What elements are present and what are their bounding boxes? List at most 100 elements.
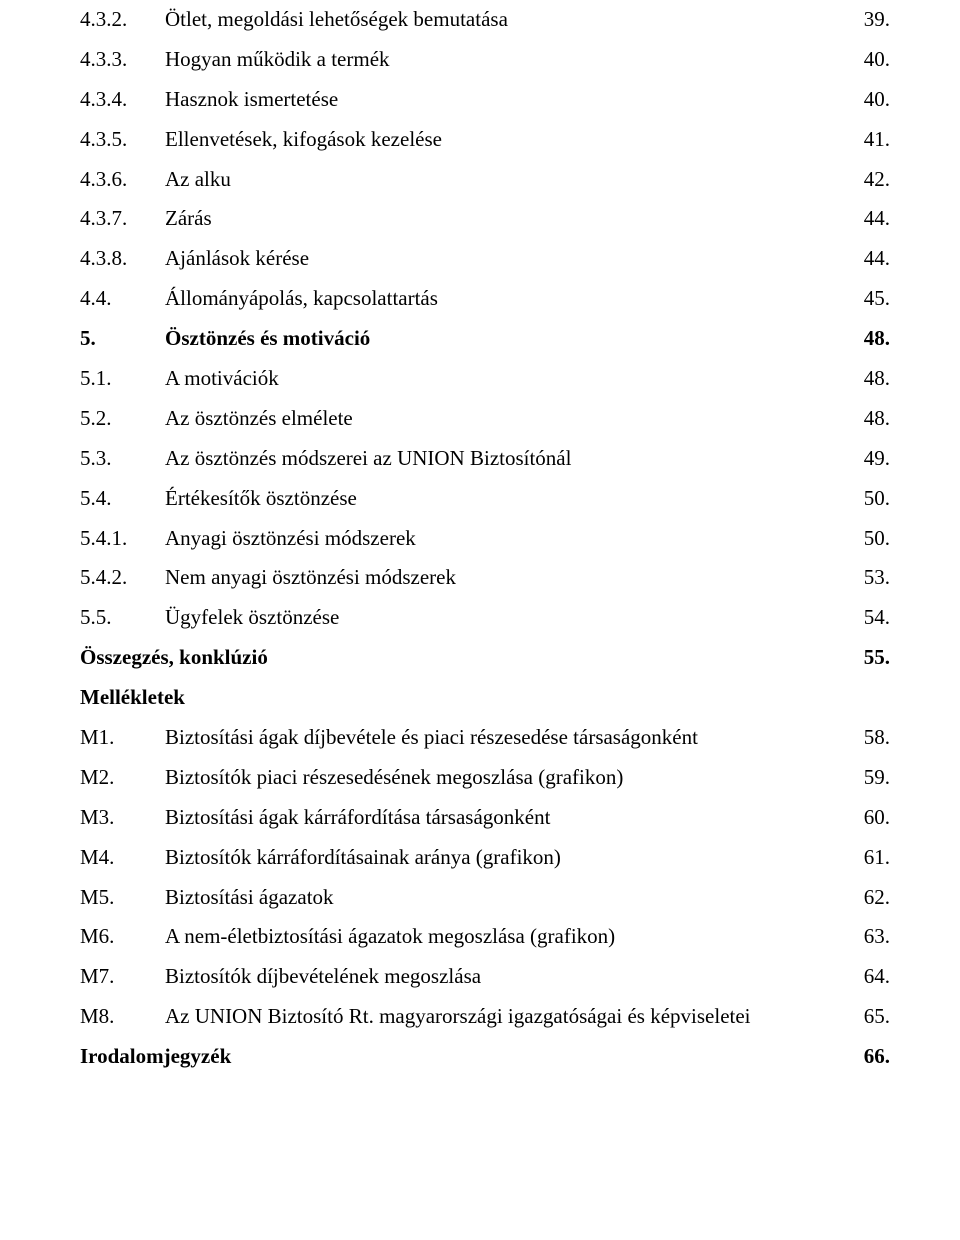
toc-entry-title: Az ösztönzés elmélete [165,399,852,439]
toc-entry-number: 4.4. [80,279,165,319]
toc-entry-number: 5.4.2. [80,558,165,598]
toc-entry-title: A nem-életbiztosítási ágazatok megoszlás… [165,917,852,957]
toc-entry-page: 54. [864,598,890,638]
toc-entry-page: 40. [864,80,890,120]
toc-entry: 5.5.Ügyfelek ösztönzése 54. [80,598,890,638]
toc-entry: M5.Biztosítási ágazatok 62. [80,878,890,918]
toc-entry-page: 49. [864,439,890,479]
toc-entry-page: 50. [864,479,890,519]
toc-entry-page: 44. [864,239,890,279]
toc-entry: 4.3.8.Ajánlások kérése 44. [80,239,890,279]
toc-entry-title: Biztosítási ágak kárráfordítása társaság… [165,798,852,838]
toc-entry-number: 5. [80,319,165,359]
toc-entry: 4.3.6.Az alku 42. [80,160,890,200]
toc-entry-number: M7. [80,957,165,997]
table-of-contents: 4.3.2.Ötlet, megoldási lehetőségek bemut… [80,0,890,1077]
toc-entry-title: Az UNION Biztosító Rt. magyarországi iga… [165,997,852,1037]
toc-entry-title: Az ösztönzés módszerei az UNION Biztosít… [165,439,852,479]
toc-entry-title: Ötlet, megoldási lehetőségek bemutatása [165,0,852,40]
toc-entry-title: Biztosítási ágazatok [165,878,852,918]
toc-entry-page: 55. [864,638,890,678]
toc-entry-page: 48. [864,399,890,439]
toc-entry-number: 5.3. [80,439,165,479]
toc-entry-page: 59. [864,758,890,798]
toc-entry-title: Zárás [165,199,852,239]
toc-entry-title: Mellékletek [80,678,878,718]
toc-entry-number: 4.3.8. [80,239,165,279]
toc-entry-number: 5.5. [80,598,165,638]
toc-entry: 4.3.5.Ellenvetések, kifogások kezelése 41… [80,120,890,160]
toc-entry: 4.3.3.Hogyan működik a termék40. [80,40,890,80]
toc-entry-number: M1. [80,718,165,758]
toc-entry-title: A motivációk [165,359,852,399]
toc-entry-number: M2. [80,758,165,798]
toc-entry: 5.4.1.Anyagi ösztönzési módszerek 50. [80,519,890,559]
toc-entry-number: M4. [80,838,165,878]
toc-entry-number: 5.4. [80,479,165,519]
toc-entry: 5.4.2.Nem anyagi ösztönzési módszerek 53. [80,558,890,598]
toc-entry-page: 58. [864,718,890,758]
toc-entry-number: 5.4.1. [80,519,165,559]
toc-entry-title: Ösztönzés és motiváció [165,319,852,359]
toc-entry: 5.Ösztönzés és motiváció 48. [80,319,890,359]
toc-entry-page: 48. [864,359,890,399]
toc-entry: 5.1.A motivációk 48. [80,359,890,399]
toc-entry: Összegzés, konklúzió 55. [80,638,890,678]
toc-entry-page: 45. [864,279,890,319]
toc-entry-number: 4.3.6. [80,160,165,200]
toc-entry-page: 48. [864,319,890,359]
toc-entry-title: Biztosítási ágak díjbevétele és piaci ré… [165,718,852,758]
toc-entry: 4.4.Állományápolás, kapcsolattartás 45. [80,279,890,319]
toc-entry-page: 53. [864,558,890,598]
toc-entry-page: 64. [864,957,890,997]
toc-entry-page: 66. [864,1037,890,1077]
toc-entry-title: Összegzés, konklúzió [80,638,852,678]
toc-entry-title: Ellenvetések, kifogások kezelése [165,120,852,160]
toc-entry-title: Anyagi ösztönzési módszerek [165,519,852,559]
toc-entry: 5.2.Az ösztönzés elmélete 48. [80,399,890,439]
toc-entry-title: Biztosítók díjbevételének megoszlása [165,957,852,997]
toc-entry: M6.A nem-életbiztosítási ágazatok megosz… [80,917,890,957]
toc-entry: M2.Biztosítók piaci részesedésének megos… [80,758,890,798]
toc-entry-number: 5.2. [80,399,165,439]
toc-entry: 4.3.7.Zárás 44. [80,199,890,239]
toc-entry: M4.Biztosítók kárráfordításainak aránya … [80,838,890,878]
toc-entry-title: Biztosítók kárráfordításainak aránya (gr… [165,838,852,878]
toc-entry: 5.3.Az ösztönzés módszerei az UNION Bizt… [80,439,890,479]
toc-entry-title: Értékesítők ösztönzése [165,479,852,519]
toc-entry: Mellékletek [80,678,890,718]
toc-entry-number: 4.3.3. [80,40,165,80]
toc-entry-number: M5. [80,878,165,918]
toc-entry-page: 44. [864,199,890,239]
toc-entry-title: Ügyfelek ösztönzése [165,598,852,638]
toc-entry-title: Az alku [165,160,852,200]
toc-entry: 5.4.Értékesítők ösztönzése 50. [80,479,890,519]
toc-entry-number: 4.3.7. [80,199,165,239]
toc-entry: M3.Biztosítási ágak kárráfordítása társa… [80,798,890,838]
toc-entry: Irodalomjegyzék66. [80,1037,890,1077]
toc-entry-title: Állományápolás, kapcsolattartás [165,279,852,319]
toc-entry-title: Nem anyagi ösztönzési módszerek [165,558,852,598]
toc-entry-page: 60. [864,798,890,838]
toc-entry-number: M6. [80,917,165,957]
toc-entry: 4.3.2.Ötlet, megoldási lehetőségek bemut… [80,0,890,40]
toc-entry-page: 63. [864,917,890,957]
toc-entry-title: Ajánlások kérése [165,239,852,279]
toc-entry: 4.3.4.Hasznok ismertetése 40. [80,80,890,120]
toc-entry-title: Biztosítók piaci részesedésének megoszlá… [165,758,852,798]
toc-entry-number: M8. [80,997,165,1037]
toc-entry-page: 42. [864,160,890,200]
toc-entry-number: 4.3.5. [80,120,165,160]
toc-entry-page: 50. [864,519,890,559]
toc-entry-title: Hogyan működik a termék [165,40,852,80]
toc-entry-page: 41. [864,120,890,160]
toc-entry: M8.Az UNION Biztosító Rt. magyarországi … [80,997,890,1037]
toc-entry-page: 39. [864,0,890,40]
toc-entry-page: 61. [864,838,890,878]
toc-entry-title: Hasznok ismertetése [165,80,852,120]
toc-entry-page: 62. [864,878,890,918]
toc-entry-number: 5.1. [80,359,165,399]
toc-entry-page: 65. [864,997,890,1037]
toc-entry-number: 4.3.2. [80,0,165,40]
toc-entry-number: 4.3.4. [80,80,165,120]
